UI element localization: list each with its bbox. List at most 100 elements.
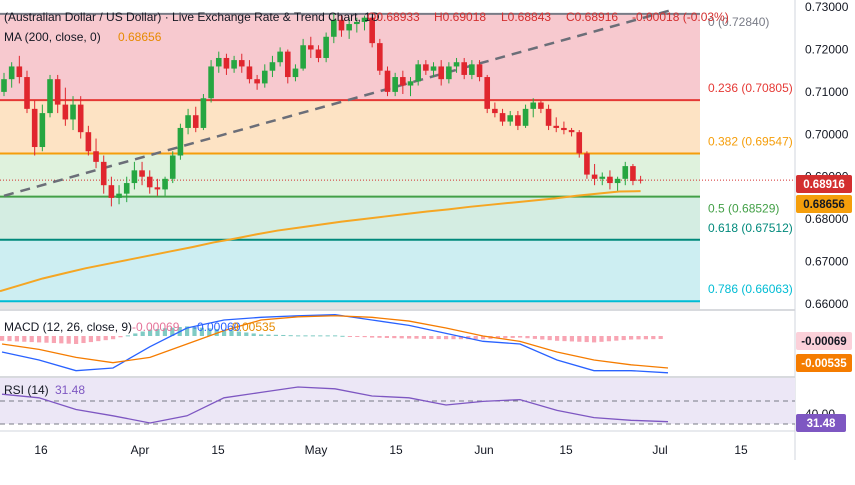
y-tick-3: 0.70000	[805, 127, 849, 141]
fib-label-2: 0.382 (0.69547)	[708, 135, 793, 149]
ohlc-low: L0.68843	[501, 10, 551, 24]
macd-hist-bar	[584, 336, 589, 343]
candle-53	[407, 77, 414, 97]
fib-label-0: 0 (0.72840)	[708, 15, 769, 29]
trendline[interactable]	[3, 8, 672, 197]
candle-body	[331, 19, 337, 37]
macd-hist-bar	[325, 335, 330, 337]
macd-hist-bar	[288, 335, 293, 337]
candle-12	[93, 138, 99, 169]
candle-83	[637, 175, 644, 184]
candle-7	[54, 74, 61, 114]
y-tick-1: 0.72000	[805, 42, 849, 56]
candle-body	[154, 187, 161, 190]
rsi-legend-label[interactable]: RSI (14)	[4, 383, 49, 397]
candle-body	[407, 81, 414, 86]
candle-body	[238, 60, 245, 67]
ma200-line	[0, 190, 641, 293]
macd-hist-bar	[266, 334, 271, 336]
candle-body	[614, 178, 621, 184]
macd-hist-bar	[525, 336, 530, 339]
macd-hist-bar	[44, 336, 49, 343]
macd-hist-bar	[347, 336, 352, 337]
candle-21	[162, 176, 168, 196]
candle-body	[261, 70, 268, 84]
macd-hist-bar	[125, 335, 130, 337]
candle-body	[54, 79, 61, 105]
macd-hist-bar	[392, 336, 397, 339]
candle-body	[93, 151, 99, 162]
x-tick-0: 16	[34, 443, 48, 457]
macd-hist-bar	[577, 336, 582, 342]
candle-25	[192, 106, 199, 133]
y-tick-0: 0.73000	[805, 0, 849, 14]
ohlc-high: H0.69018	[434, 10, 486, 24]
macd-hist-bar	[96, 336, 101, 342]
macd-legend-line: -0.00060	[193, 320, 241, 334]
candle-50	[384, 66, 391, 97]
candle-72	[553, 117, 560, 133]
candle-body	[354, 21, 360, 25]
candle-body	[162, 178, 168, 190]
candle-65	[499, 108, 506, 126]
candle-body	[62, 104, 69, 120]
price-axis-ticks[interactable]: 0.730000.720000.710000.700000.690000.680…	[805, 0, 849, 311]
macd-hist-bar	[236, 331, 241, 336]
macd-hist-bar	[251, 333, 256, 336]
ma-legend-label[interactable]: MA (200, close, 0)	[4, 30, 101, 44]
macd-hist-bar	[599, 336, 604, 342]
macd-hist-bar	[0, 336, 5, 341]
candle-44	[338, 15, 345, 37]
macd-hist-bar	[414, 336, 419, 339]
macd-hist-bar	[355, 336, 360, 337]
macd-signal-tag: -0.00535	[801, 358, 847, 370]
candle-31	[238, 53, 245, 73]
candle-body	[553, 125, 560, 128]
fib-band-1	[0, 100, 700, 154]
macd-hist-bar	[51, 336, 56, 344]
macd-signal-tag-bg	[796, 354, 852, 372]
candle-body	[415, 64, 421, 82]
candle-29	[223, 53, 230, 75]
candle-17	[131, 161, 138, 190]
candle-27	[208, 60, 214, 103]
candle-body	[231, 60, 237, 69]
candle-body	[185, 115, 191, 128]
x-tick-7: Jul	[652, 443, 667, 457]
macd-legend-hist: -0.00069	[132, 320, 180, 334]
macd-hist-bar	[518, 336, 523, 338]
x-tick-5: Jun	[474, 443, 493, 457]
candle-body	[384, 70, 391, 92]
candle-71	[545, 104, 552, 131]
macd-legend-label[interactable]: MACD (12, 26, close, 9)	[4, 320, 132, 334]
ma-tag-bg	[796, 195, 852, 213]
macd-hist-bar	[429, 336, 434, 339]
candle-4	[31, 100, 38, 156]
candle-69	[530, 98, 537, 118]
macd-hist-bar	[614, 336, 619, 341]
macd-hist-bar	[473, 336, 478, 340]
candle-8	[62, 87, 69, 126]
candle-body	[576, 132, 583, 154]
candle-82	[630, 163, 636, 186]
candle-3	[24, 70, 30, 114]
candle-body	[599, 176, 606, 179]
candle-58	[446, 62, 452, 84]
candle-33	[254, 74, 260, 90]
candle-body	[461, 62, 467, 75]
macd-signal-path	[1, 315, 669, 369]
macd-hist-bar	[399, 336, 404, 339]
candle-19	[146, 170, 153, 194]
candle-body	[561, 127, 567, 131]
x-tick-6: 15	[559, 443, 573, 457]
candle-67	[515, 110, 521, 131]
candle-body	[223, 57, 230, 69]
candle-body	[607, 176, 613, 184]
macd-hist-bar	[259, 334, 264, 336]
candle-body	[530, 102, 537, 109]
candle-11	[85, 125, 92, 156]
candle-body	[308, 45, 314, 50]
price-tag: 0.68916	[803, 179, 845, 191]
time-axis-ticks[interactable]: 16 Apr 15 May 15 Jun 15 Jul 15	[34, 443, 748, 457]
